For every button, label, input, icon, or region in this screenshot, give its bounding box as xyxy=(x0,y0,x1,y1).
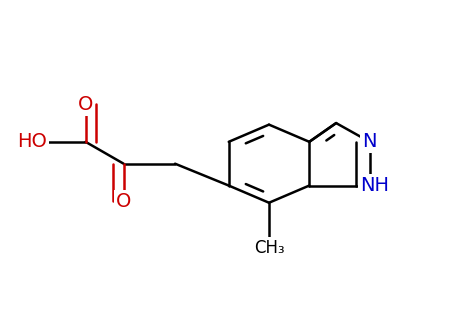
Text: NH: NH xyxy=(360,176,389,195)
Text: O: O xyxy=(116,192,131,211)
Text: HO: HO xyxy=(17,132,47,151)
Text: CH₃: CH₃ xyxy=(254,239,284,257)
Text: O: O xyxy=(78,95,93,114)
Text: N: N xyxy=(362,132,377,151)
